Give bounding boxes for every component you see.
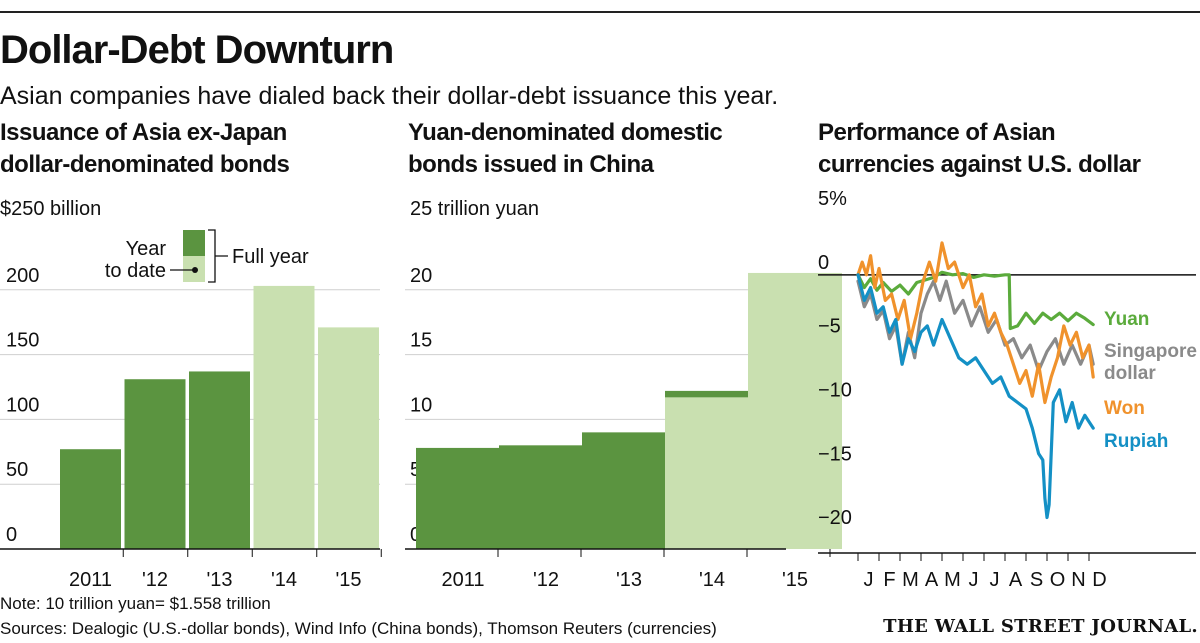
legend-full-bracket [208,229,228,283]
p3-month-label: J [990,569,1000,591]
top-rule [0,11,1200,13]
p3-month-label: O [1050,569,1066,591]
panel2-title-line2: bonds issued in China [408,151,654,178]
p1-bar-full-year [318,327,379,549]
p3-month-label: A [925,569,939,591]
legend-ytd-label-line2: to date [105,260,166,282]
p2-ytick-label: 0 [410,524,421,546]
p3-month-label: M [944,569,961,591]
p3-series-line [856,270,1095,331]
p2-bar-full-year [665,397,759,549]
panel2-unit-label: 25 trillion yuan [410,198,539,220]
p3-month-label: F [883,569,895,591]
p3-ytick-label: −15 [818,443,852,465]
p3-series-line [856,241,1095,405]
p1-xtick-label: '12 [142,569,168,591]
p3-ytick-label: −10 [818,380,852,402]
p1-bar-ytd [189,371,250,549]
legend-ytd-label-line1: Year [126,238,167,260]
p3-month-label: J [969,569,979,591]
legend-ytd-dot [192,267,198,273]
p2-ytick-label: 15 [410,330,432,352]
p1-bar-ytd [124,379,186,549]
sources: Sources: Dealogic (U.S.-dollar bonds), W… [0,619,717,638]
p2-ytick-label: 5 [410,459,421,481]
p1-xtick-label: '13 [206,569,232,591]
p2-bar-ytd-marker [665,390,759,398]
p2-bar-ytd [416,447,510,549]
p3-month-label: S [1030,569,1043,591]
p1-ytick-label: 50 [6,459,28,481]
p3-month-label: J [864,569,874,591]
p2-xtick-label: '14 [699,569,725,591]
p1-ytick-label: 100 [6,394,39,416]
p3-series-line [856,273,1095,520]
p1-ytick-label: 150 [6,330,39,352]
panel1-title-line2: dollar-denominated bonds [0,151,290,178]
p1-xtick-label: '15 [335,569,361,591]
page-subtitle: Asian companies have dialed back their d… [0,82,779,110]
p3-month-label: N [1071,569,1085,591]
p2-xtick-label: '13 [616,569,642,591]
p2-bar-full-year [748,272,842,549]
p3-series-line [856,279,1095,373]
p3-month-label: A [1009,569,1023,591]
p1-ytick-label: 200 [6,265,39,287]
panel1-title: Issuance of Asia ex-Japan dollar-denomin… [0,117,290,181]
panel2-title-line1: Yuan-denominated domestic [408,119,723,146]
p2-bar-ytd [499,445,593,549]
legend-ytd-swatch [183,230,205,256]
legend-full-label: Full year [232,246,309,268]
panel2-title: Yuan-denominated domestic bonds issued i… [408,117,723,181]
panel3-title: Performance of Asian currencies against … [818,117,1141,181]
p1-bar-full-year [253,285,315,549]
p3-series-label: Rupiah [1104,431,1168,452]
p1-xtick-label: 2011 [69,569,112,591]
p2-ytick-label: 10 [410,394,432,416]
footnote: Note: 10 trillion yuan= $1.558 trillion [0,594,271,613]
publisher-logo: THE WALL STREET JOURNAL. [883,616,1198,637]
p2-xtick-label: 2011 [441,569,484,591]
p3-series-label: Yuan [1104,309,1149,330]
p3-month-label: M [902,569,919,591]
p3-series-label: dollar [1104,363,1156,384]
p3-ytick-label: −5 [818,316,841,338]
p2-bar-ytd [582,432,676,549]
p3-ytick-label: −20 [818,507,852,529]
p3-ytick-label: 5% [818,188,847,210]
p3-ytick-label: 0 [818,252,829,274]
p2-xtick-label: '15 [782,569,808,591]
panel1-unit-label: $250 billion [0,198,102,220]
p3-series-label: Won [1104,398,1145,419]
p1-ytick-label: 0 [6,524,17,546]
p2-ytick-label: 20 [410,265,432,287]
panel3-title-line2: currencies against U.S. dollar [818,151,1141,178]
p3-month-label: D [1092,569,1106,591]
panel3-title-line1: Performance of Asian [818,119,1056,146]
p1-bar-ytd [60,449,121,549]
page-title: Dollar-Debt Downturn [0,28,394,72]
panel1-title-line1: Issuance of Asia ex-Japan [0,119,287,146]
p1-xtick-label: '14 [271,569,297,591]
p2-xtick-label: '12 [533,569,559,591]
p3-series-label: Singapore [1104,341,1197,362]
